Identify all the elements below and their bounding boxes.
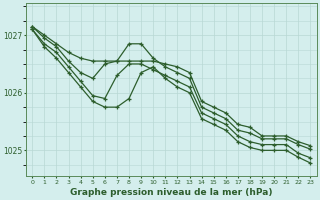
X-axis label: Graphe pression niveau de la mer (hPa): Graphe pression niveau de la mer (hPa)	[70, 188, 273, 197]
